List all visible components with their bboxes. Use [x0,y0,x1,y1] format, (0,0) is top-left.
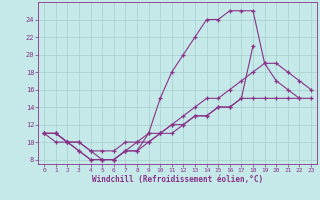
X-axis label: Windchill (Refroidissement éolien,°C): Windchill (Refroidissement éolien,°C) [92,175,263,184]
